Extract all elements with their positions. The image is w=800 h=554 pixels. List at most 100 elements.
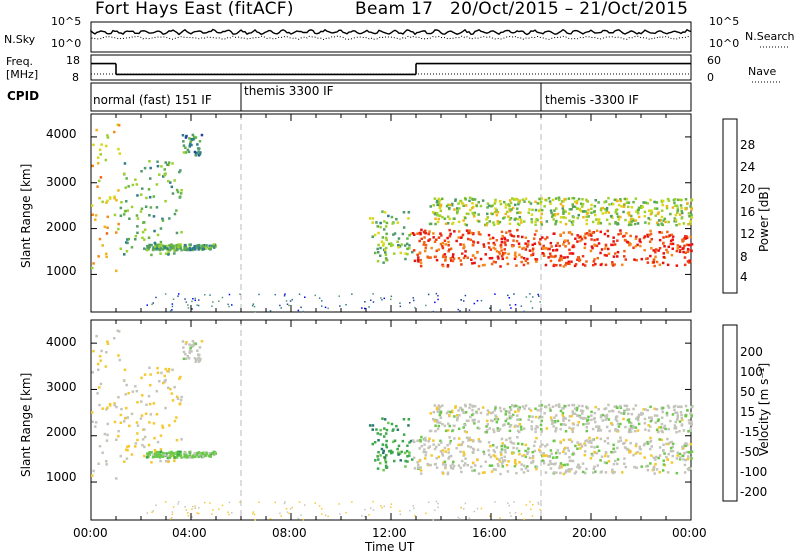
velocity-scatter-point <box>178 454 181 457</box>
velocity-scatter-point <box>188 450 191 454</box>
velocity-scatter-point <box>187 512 189 514</box>
velocity-scatter-point <box>379 428 382 432</box>
velocity-scatter-point <box>125 448 128 451</box>
velocity-scatter-point <box>113 402 116 405</box>
velocity-scatter-point <box>228 501 231 504</box>
power-scatter-point <box>212 243 216 246</box>
power-scatter-point <box>589 249 593 253</box>
velocity-scatter-point <box>156 371 160 374</box>
velocity-scatter-point <box>448 414 451 417</box>
power-scatter-point <box>182 144 186 147</box>
power-scatter-point <box>144 205 148 208</box>
power-scatter-point <box>615 212 619 215</box>
velocity-scatter-point <box>653 414 657 417</box>
velocity-scatter-point <box>143 445 146 449</box>
power-scatter-point <box>685 236 689 240</box>
power-scatter-point <box>526 257 529 261</box>
velocity-scatter-point <box>113 337 116 340</box>
power-scatter-point <box>432 204 435 207</box>
power-scatter-point <box>605 254 608 257</box>
power-scatter-point <box>558 257 562 260</box>
velocity-scatter-point <box>177 450 180 454</box>
power-scatter-point <box>98 237 102 241</box>
power-scatter-point <box>662 236 665 239</box>
power-scatter-point <box>678 213 682 216</box>
power-scatter-point <box>572 205 575 208</box>
velocity-scatter-point <box>683 471 687 474</box>
power-scatter-point <box>197 246 200 249</box>
power-scatter-point <box>637 208 640 211</box>
velocity-scatter-point <box>640 413 643 416</box>
velocity-scatter-point <box>401 439 405 443</box>
velocity-scatter-point <box>192 344 195 347</box>
power-scatter-point <box>637 206 641 210</box>
velocity-scatter-point <box>109 404 112 407</box>
velocity-scatter-point <box>690 423 694 426</box>
velocity-scatter-point <box>489 455 493 459</box>
power-scatter-point <box>584 236 587 240</box>
power-scatter-point <box>465 229 469 232</box>
velocity-scatter-point <box>117 429 120 433</box>
power-scatter-point <box>510 208 513 211</box>
velocity-scatter-point <box>623 441 626 445</box>
velocity-scatter-point <box>649 425 652 428</box>
power-scatter-point <box>297 309 300 312</box>
power-scatter-point <box>156 233 160 237</box>
velocity-scatter-point <box>477 438 481 441</box>
power-scatter-point <box>690 206 693 210</box>
power-scatter-point <box>570 220 574 224</box>
power-scatter-point <box>120 201 123 204</box>
velocity-scatter-point <box>449 454 453 458</box>
power-scatter-point <box>146 246 150 249</box>
power-scatter-point <box>286 303 289 305</box>
power-scatter-point <box>470 258 473 261</box>
velocity-scatter-point <box>442 472 445 475</box>
power-scatter-point <box>514 197 517 201</box>
velocity-scatter-point <box>563 463 566 467</box>
power-scatter-point <box>517 242 521 245</box>
power-scatter-point <box>628 220 631 224</box>
power-scatter-point <box>424 232 427 235</box>
velocity-scatter-point <box>516 414 519 417</box>
power-scatter-point <box>416 232 419 235</box>
power-scatter-point <box>361 307 363 309</box>
velocity-scatter-point <box>599 414 603 417</box>
power-scatter-point <box>623 234 626 238</box>
velocity-scatter-point <box>484 460 487 463</box>
velocity-scatter-point <box>456 416 459 420</box>
power-scatter-point <box>465 212 469 215</box>
power-scatter-point <box>546 236 549 239</box>
power-scatter-point <box>503 236 506 240</box>
power-scatter-point <box>572 197 576 200</box>
power-scatter-point <box>141 236 144 240</box>
nsky-tick-bottom: 10^0 <box>51 37 82 50</box>
velocity-scatter-point <box>393 459 396 463</box>
velocity-scatter-point <box>530 508 532 511</box>
power-scatter-point <box>434 212 437 216</box>
power-scatter-point <box>562 265 565 268</box>
power-scatter-point <box>646 233 649 237</box>
power-scatter-point <box>531 252 535 255</box>
power-scatter-point <box>559 220 562 224</box>
velocity-scatter-point <box>643 417 647 421</box>
velocity-scatter-point <box>434 462 437 466</box>
velocity-scatter-point <box>486 413 489 416</box>
velocity-scatter-point <box>628 451 631 454</box>
power-scatter-point <box>636 212 640 215</box>
power-scatter-point <box>658 231 661 234</box>
power-scatter-point <box>551 215 554 218</box>
velocity-scatter-point <box>500 437 504 441</box>
velocity-scatter-point <box>605 415 609 419</box>
power-scatter-point <box>491 204 495 207</box>
cpid-segment: themis -3300 IF <box>545 93 639 107</box>
velocity-scatter-point <box>464 423 467 427</box>
velocity-scatter-point <box>97 462 100 465</box>
power-scatter-point <box>376 225 379 228</box>
power-scatter-point <box>633 258 636 261</box>
power-scatter-point <box>419 231 422 235</box>
power-scatter-point <box>188 145 191 148</box>
power-scatter-point <box>481 199 485 202</box>
power-scatter-point <box>383 211 387 214</box>
power-scatter-point <box>433 240 437 243</box>
velocity-scatter-point <box>516 418 519 422</box>
